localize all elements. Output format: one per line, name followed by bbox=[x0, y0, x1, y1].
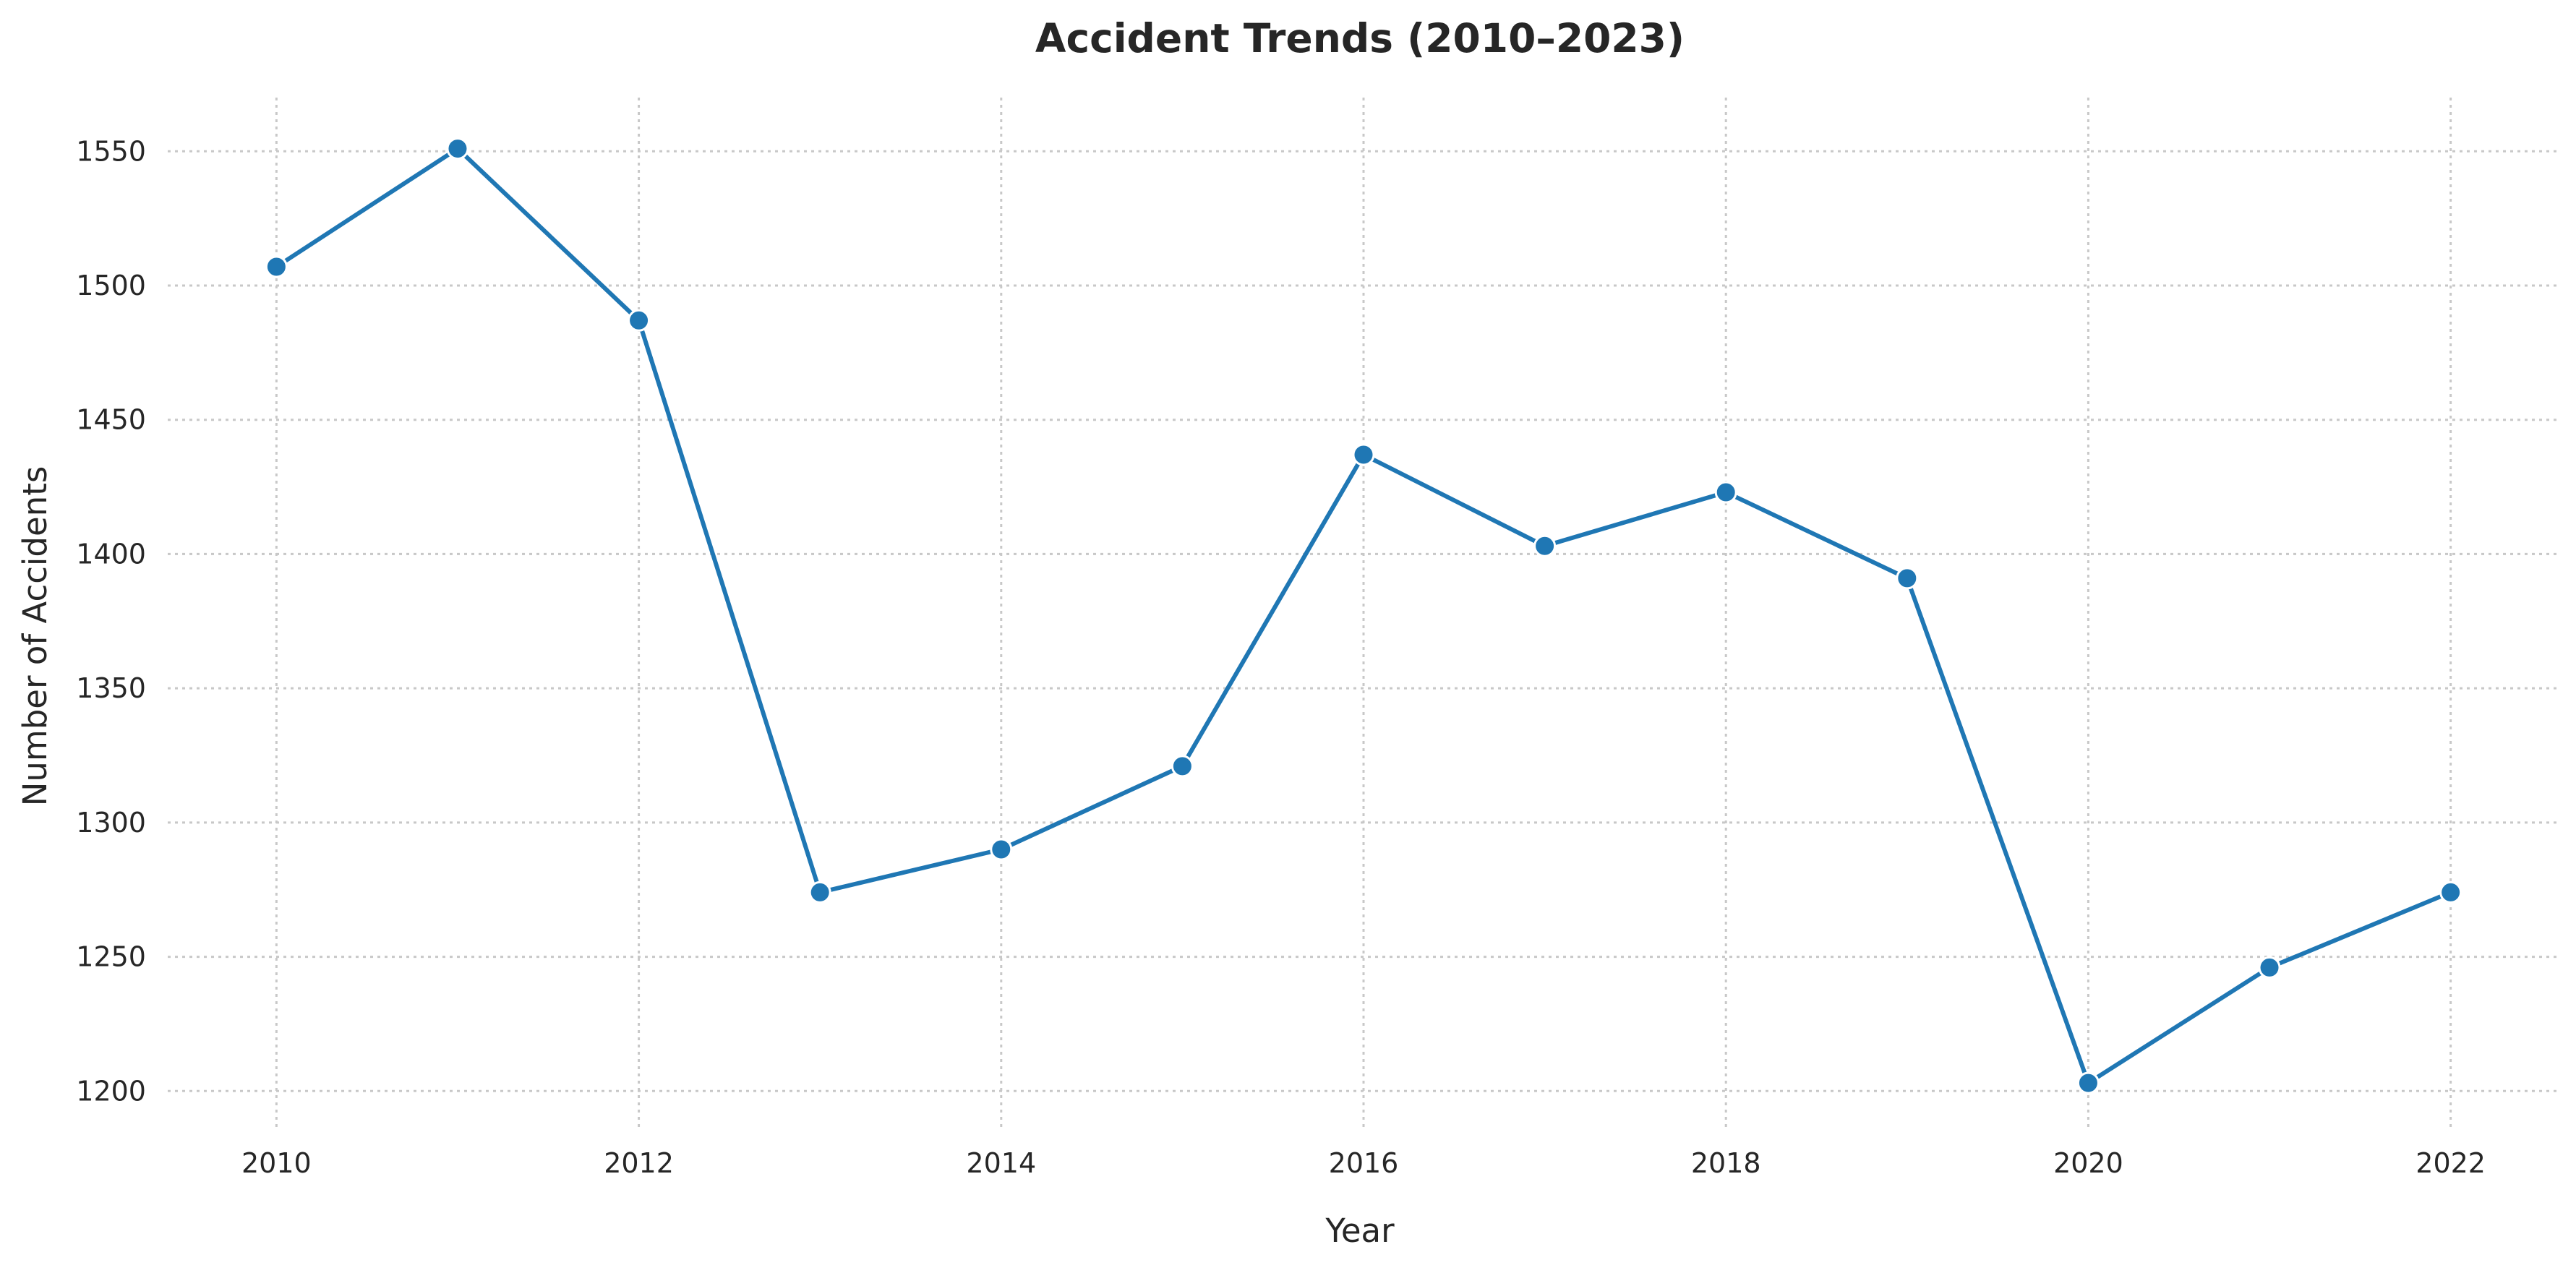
x-tick-label: 2016 bbox=[1329, 1147, 1399, 1179]
x-axis-label: Year bbox=[1325, 1212, 1395, 1250]
data-point bbox=[2258, 956, 2281, 979]
data-point bbox=[265, 255, 288, 278]
data-point bbox=[2076, 1071, 2100, 1094]
plot-area bbox=[265, 137, 2462, 1094]
x-tick-label: 2018 bbox=[1691, 1147, 1761, 1179]
data-point bbox=[446, 137, 469, 160]
y-tick-label: 1300 bbox=[76, 807, 146, 839]
data-point bbox=[628, 309, 651, 332]
y-axis-label: Number of Accidents bbox=[16, 466, 54, 807]
y-tick-label: 1550 bbox=[76, 135, 146, 167]
data-point bbox=[1896, 567, 1919, 590]
x-tick-label: 2012 bbox=[604, 1147, 674, 1179]
x-tick-label: 2020 bbox=[2053, 1147, 2123, 1179]
y-tick-label: 1500 bbox=[76, 270, 146, 301]
y-tick-label: 1350 bbox=[76, 672, 146, 704]
data-point bbox=[1714, 481, 1737, 504]
x-tick-label: 2014 bbox=[966, 1147, 1036, 1179]
chart-title: Accident Trends (2010–2023) bbox=[1035, 15, 1685, 61]
series-line bbox=[275, 146, 2452, 1086]
y-tick-label: 1250 bbox=[76, 941, 146, 973]
x-axis: 2010 2012 2014 2016 2018 2020 2022 bbox=[241, 1147, 2486, 1179]
data-point bbox=[1533, 534, 1557, 557]
x-tick-label: 2022 bbox=[2415, 1147, 2486, 1179]
grid-lines bbox=[168, 98, 2559, 1131]
data-point bbox=[1352, 443, 1375, 466]
data-point bbox=[1171, 755, 1194, 778]
data-point bbox=[990, 838, 1013, 861]
y-tick-label: 1450 bbox=[76, 404, 146, 436]
data-point bbox=[808, 880, 831, 904]
y-axis: 1200 1250 1300 1350 1400 1450 1500 1550 bbox=[76, 135, 146, 1107]
data-point bbox=[2439, 880, 2462, 904]
x-tick-label: 2010 bbox=[241, 1147, 312, 1179]
y-tick-label: 1400 bbox=[76, 538, 146, 570]
y-tick-label: 1200 bbox=[76, 1075, 146, 1107]
